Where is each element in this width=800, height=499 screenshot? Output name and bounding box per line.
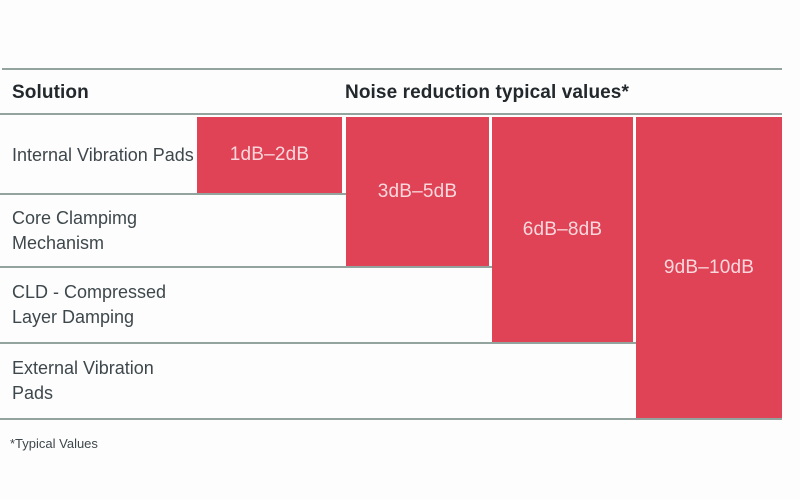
row-label-cld-compressed-layer-damping: CLD - Compressed Layer Damping [12, 282, 167, 327]
row-label-core-clamping-mechanism: Core Clampimg Mechanism [12, 207, 138, 253]
footnote-typical-values: *Typical Values [10, 436, 98, 451]
bar-external-vibration-pads: 9dB–10dB [636, 117, 782, 418]
row-divider-2 [0, 266, 492, 268]
column-header-solution: Solution [12, 82, 89, 103]
bar-value-label-1: 1dB–2dB [229, 144, 310, 165]
row-label-internal-vibration-pads: Internal Vibration Pads [12, 144, 194, 165]
header-rule [0, 113, 782, 115]
bar-value-label-3: 6dB–8dB [522, 218, 603, 240]
bar-internal-vibration-pads: 1dB–2dB [197, 117, 342, 193]
top-rule [2, 68, 782, 70]
row-divider-1 [0, 193, 346, 195]
bar-cld-compressed-layer-damping: 6dB–8dB [492, 117, 633, 342]
bar-value-label-4: 9dB–10dB [663, 256, 755, 278]
column-header-values: Noise reduction typical values* [345, 82, 629, 103]
row-divider-3 [0, 342, 636, 344]
bottom-rule [0, 418, 782, 420]
bar-value-label-2: 3dB–5dB [377, 180, 458, 202]
row-label-external-vibration-pads: External Vibration Pads [12, 358, 154, 403]
bar-core-clamping-mechanism: 3dB–5dB [346, 117, 489, 266]
